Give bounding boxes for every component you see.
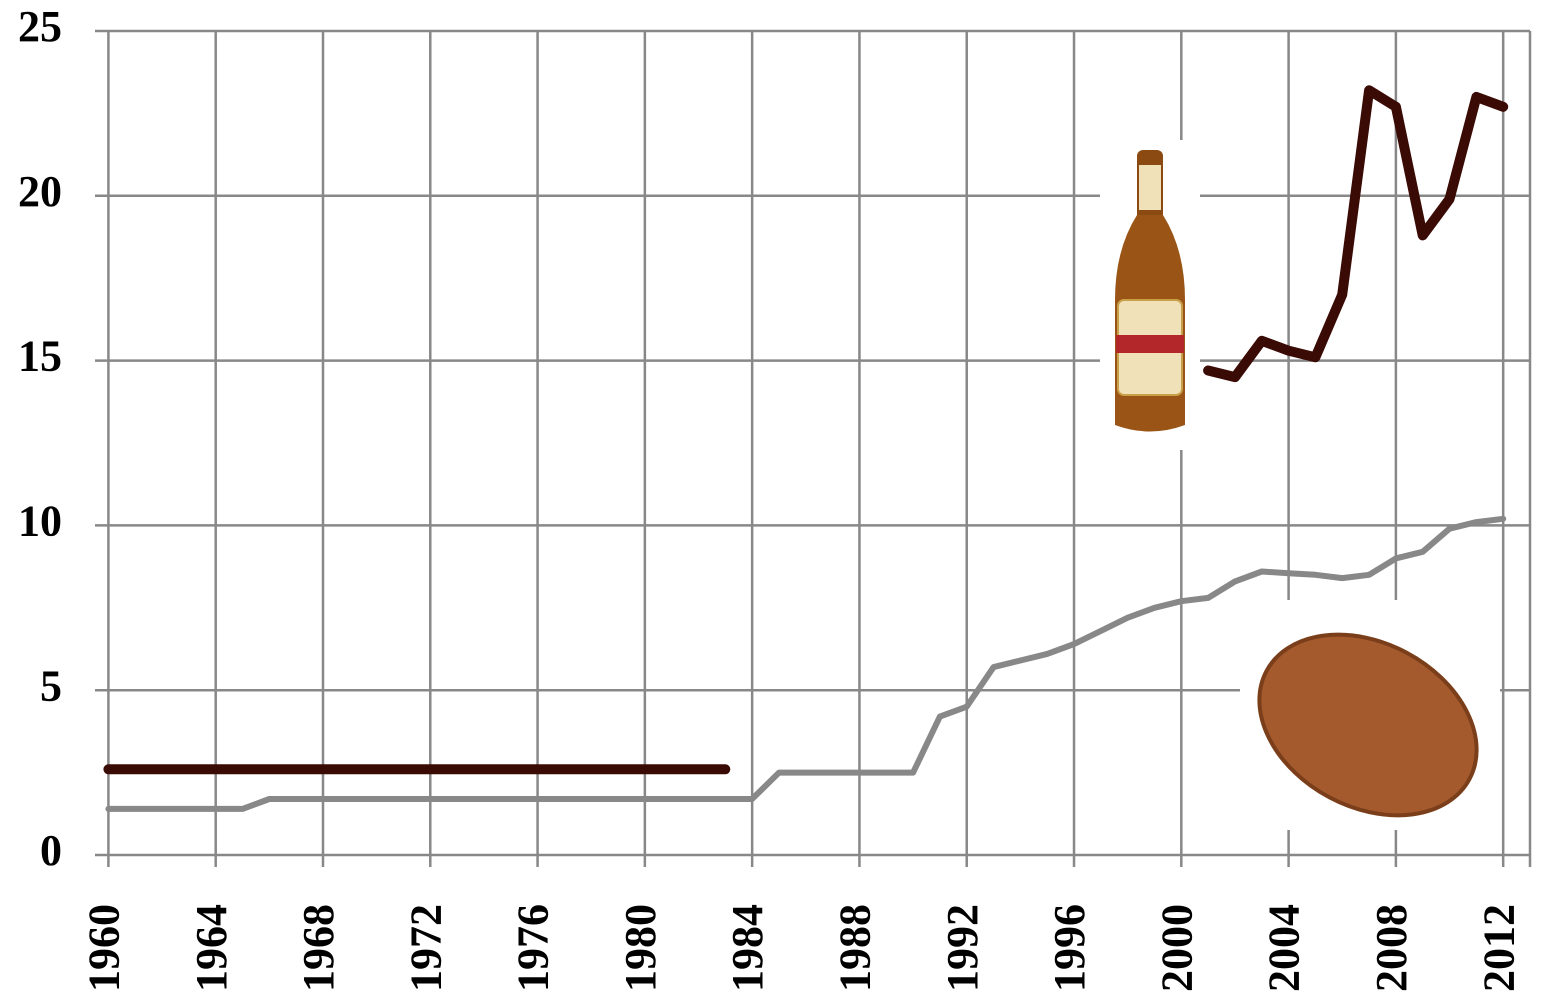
x-tick-label: 1964 <box>187 904 236 992</box>
x-tick-label: 2012 <box>1474 904 1523 992</box>
x-tick-label: 2004 <box>1260 904 1309 992</box>
x-tick-label: 1976 <box>509 904 558 992</box>
x-tick-label: 1968 <box>294 904 343 992</box>
bread <box>1257 632 1479 818</box>
y-tick-label: 25 <box>18 2 62 51</box>
x-tick-label: 1960 <box>80 904 129 992</box>
data-line <box>105 515 1507 812</box>
y-tick-label: 10 <box>18 496 62 545</box>
y-tick-label: 15 <box>18 332 62 381</box>
data-line <box>103 85 1509 775</box>
illustrations <box>1100 140 1500 830</box>
x-tick-label: 1980 <box>616 904 665 992</box>
x-tick-label: 1988 <box>831 904 880 992</box>
x-tick-label: 1996 <box>1045 904 1094 992</box>
x-tick-label: 2008 <box>1367 904 1416 992</box>
x-tick-label: 1972 <box>401 904 450 992</box>
y-tick-label: 5 <box>40 661 62 710</box>
x-tick-label: 1984 <box>723 904 772 992</box>
y-tick-label: 0 <box>40 826 62 875</box>
x-tick-label: 1992 <box>938 904 987 992</box>
x-tick-label: 2000 <box>1152 904 1201 992</box>
beer-bottle <box>1115 150 1185 432</box>
y-tick-label: 20 <box>18 167 62 216</box>
